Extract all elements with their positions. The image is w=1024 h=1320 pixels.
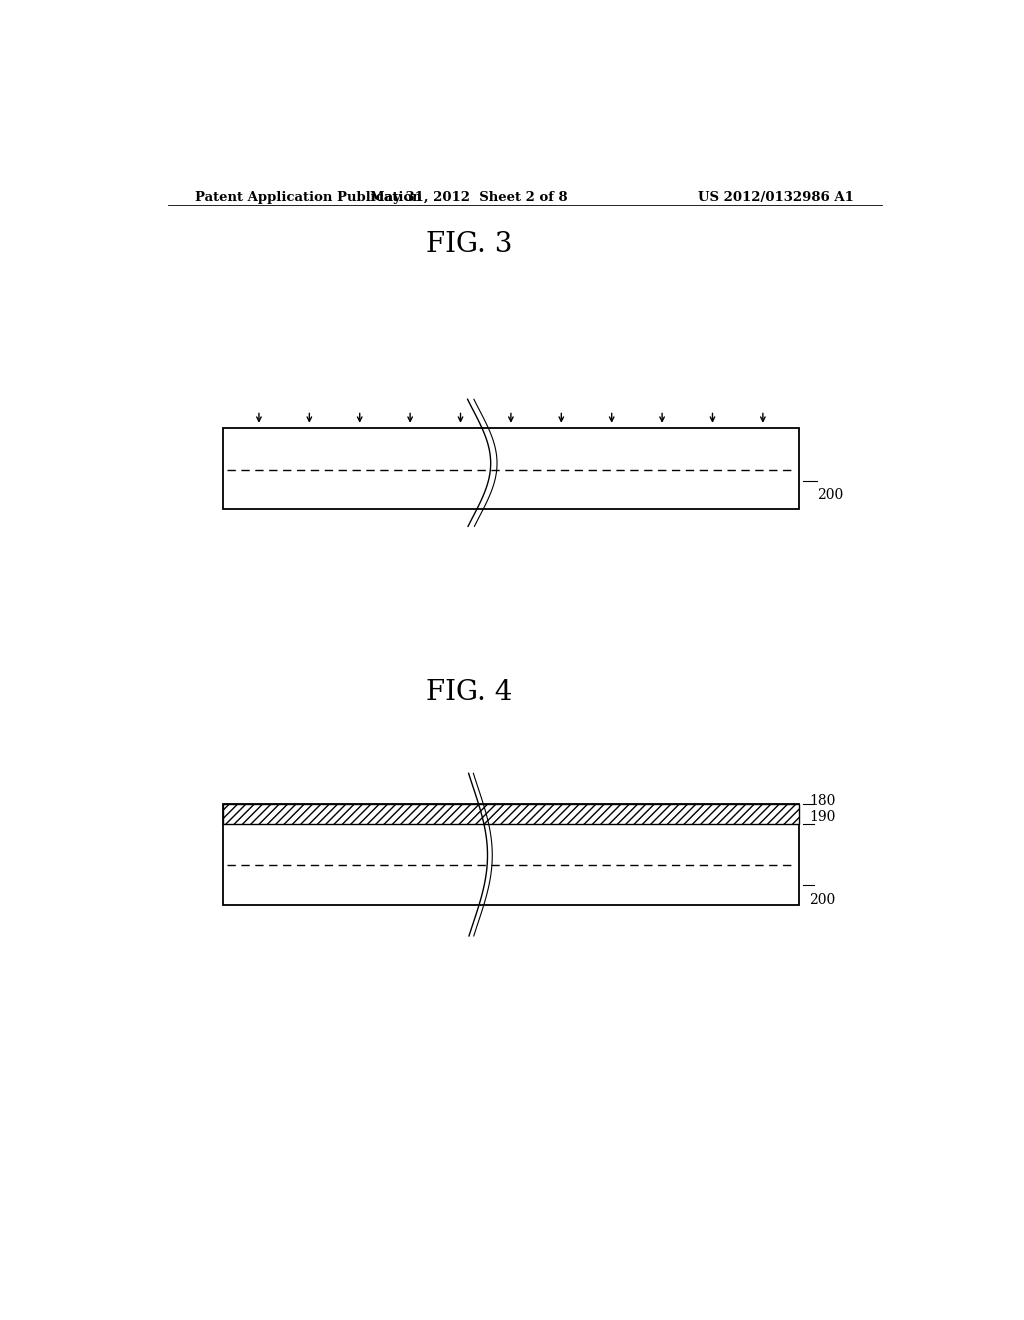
Bar <box>223 804 799 824</box>
Text: FIG. 3: FIG. 3 <box>426 231 512 259</box>
Text: FIG. 4: FIG. 4 <box>426 678 512 705</box>
Bar <box>223 428 799 510</box>
Bar <box>223 804 799 906</box>
Text: May 31, 2012  Sheet 2 of 8: May 31, 2012 Sheet 2 of 8 <box>371 190 568 203</box>
Text: 200: 200 <box>809 894 836 907</box>
Text: 200: 200 <box>817 488 843 502</box>
Text: 180: 180 <box>809 793 836 808</box>
Text: US 2012/0132986 A1: US 2012/0132986 A1 <box>698 190 854 203</box>
Text: Patent Application Publication: Patent Application Publication <box>196 190 422 203</box>
Text: 190: 190 <box>809 810 836 824</box>
